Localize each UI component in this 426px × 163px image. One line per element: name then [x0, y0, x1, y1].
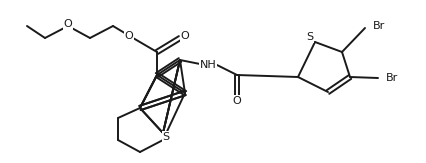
Text: Br: Br [385, 73, 397, 83]
Text: O: O [232, 96, 241, 106]
Text: Br: Br [372, 21, 384, 31]
Text: O: O [124, 31, 133, 41]
Text: NH: NH [199, 60, 216, 70]
Text: S: S [306, 32, 313, 42]
Text: O: O [180, 31, 189, 41]
Text: S: S [162, 132, 169, 142]
Text: O: O [63, 19, 72, 29]
